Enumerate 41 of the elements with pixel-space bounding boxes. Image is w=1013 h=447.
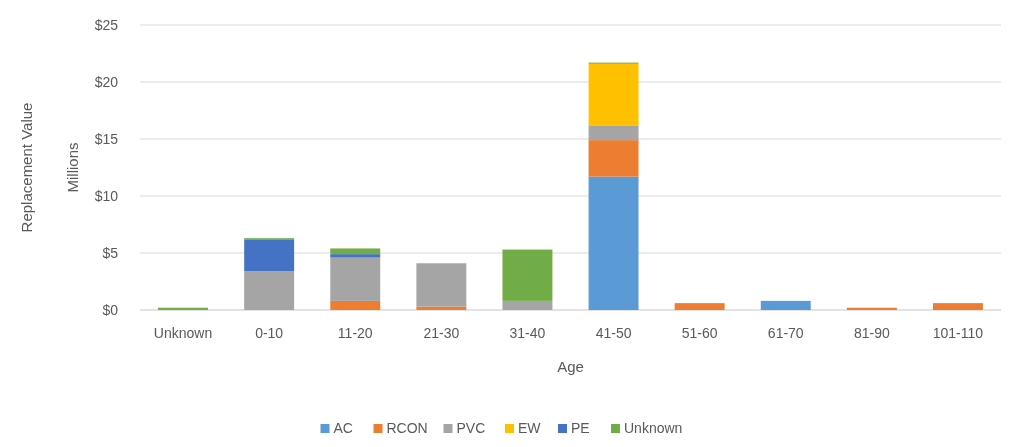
bar <box>416 263 467 307</box>
x-tick-label: 81-90 <box>853 325 890 341</box>
y-tick-label: $10 <box>94 187 119 204</box>
legend-label: RCON <box>386 420 428 436</box>
legend-label: PVC <box>456 420 486 436</box>
bar <box>244 271 295 310</box>
bar <box>932 303 983 310</box>
x-tick-label: 21-30 <box>423 325 460 341</box>
x-axis-title: Age <box>557 358 584 375</box>
x-tick-label: 101-110 <box>932 325 984 341</box>
x-tick-label: 0-10 <box>255 325 284 341</box>
bar <box>330 248 381 255</box>
x-tick-label: 41-50 <box>595 325 632 341</box>
y-axis-title: Replacement Value <box>18 102 35 233</box>
y-tick-label: $5 <box>102 244 119 261</box>
bar <box>760 300 811 310</box>
bar <box>330 254 381 258</box>
x-tick-label: 61-70 <box>767 325 804 341</box>
bar <box>330 257 381 301</box>
bar <box>330 300 381 310</box>
y-tick-label: $20 <box>94 73 119 90</box>
bar <box>588 140 639 177</box>
bar <box>588 63 639 126</box>
legend-label: PE <box>571 420 590 436</box>
x-tick-label: 11-20 <box>337 325 373 341</box>
legend-label: Unknown <box>624 420 683 436</box>
legend-label: AC <box>333 420 353 436</box>
y-tick-label: $15 <box>94 130 119 147</box>
y2-axis-title: Millions <box>64 142 81 193</box>
bar <box>588 176 639 310</box>
bar <box>588 125 639 141</box>
bar <box>674 303 725 310</box>
bar <box>244 239 295 272</box>
x-tick-label: Unknown <box>153 325 213 341</box>
bar <box>502 249 553 301</box>
y-tick-label: $0 <box>102 301 119 318</box>
y-tick-label: $25 <box>94 16 119 33</box>
x-tick-label: 31-40 <box>509 325 546 341</box>
legend-label: EW <box>518 420 542 436</box>
x-tick-label: 51-60 <box>681 325 718 341</box>
bar <box>502 300 553 310</box>
